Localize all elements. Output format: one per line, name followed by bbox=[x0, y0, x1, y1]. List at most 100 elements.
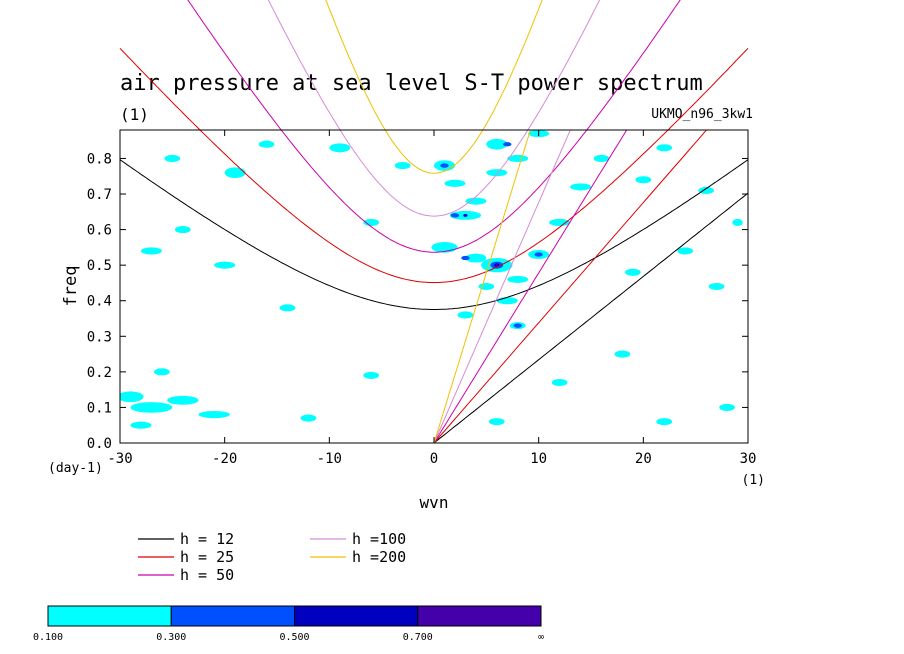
contour-patch-9 bbox=[329, 143, 351, 153]
y-tick-label: 0.3 bbox=[87, 329, 112, 345]
x-tick-label: 30 bbox=[740, 451, 757, 467]
contour-patch-22 bbox=[507, 154, 529, 163]
x-tick-label: 0 bbox=[430, 451, 438, 467]
colorbar-label: 0.300 bbox=[156, 632, 186, 643]
contour-patch-8 bbox=[258, 140, 275, 148]
x-tick-label: 10 bbox=[530, 451, 547, 467]
y-tick-label: 0.4 bbox=[87, 294, 112, 310]
contour-patch-37 bbox=[656, 144, 673, 152]
x-tick-label: -30 bbox=[107, 451, 132, 467]
curve-kelvin-2 bbox=[433, 130, 628, 443]
contour-patch-47 bbox=[488, 418, 505, 426]
contour-patch-29 bbox=[478, 282, 495, 291]
curve-ig-1 bbox=[119, 47, 749, 284]
contour-patch-49 bbox=[363, 371, 380, 379]
contour-patch-34 bbox=[570, 183, 591, 191]
contour-patch-54 bbox=[513, 323, 522, 328]
y-axis-label: freq bbox=[61, 266, 81, 307]
contour-patch-35 bbox=[593, 154, 610, 163]
colorbar-label: 0.100 bbox=[33, 632, 63, 643]
plot-frame bbox=[119, 129, 749, 444]
contour-patch-40 bbox=[677, 247, 694, 255]
contour-patch-27 bbox=[507, 275, 529, 283]
curve-kelvin-3 bbox=[433, 130, 571, 443]
y-tick-label: 0.7 bbox=[87, 187, 112, 203]
contour-patch-23 bbox=[486, 169, 508, 177]
contour-patch-43 bbox=[551, 378, 568, 387]
curve-ig-0 bbox=[119, 159, 749, 310]
contour-patch-20 bbox=[486, 138, 508, 150]
colorbar-segment bbox=[417, 605, 542, 627]
contour-patch-56 bbox=[503, 142, 512, 147]
curve-ig-4 bbox=[325, 0, 543, 174]
y-tick-label: 0.5 bbox=[87, 258, 112, 274]
contour-patch-45 bbox=[719, 403, 735, 411]
y-tick-label: 0.8 bbox=[87, 151, 112, 167]
contour-patch-44 bbox=[614, 350, 631, 358]
contour-patch-15 bbox=[394, 162, 411, 170]
contour-patch-39 bbox=[625, 268, 641, 276]
contour-patch-5 bbox=[154, 368, 170, 376]
chart-title: air pressure at sea level S-T power spec… bbox=[120, 71, 703, 96]
contour-patch-25 bbox=[465, 253, 487, 263]
contour-patch-17 bbox=[444, 179, 466, 187]
contour-patch-0 bbox=[120, 391, 144, 403]
colorbar-segment bbox=[170, 605, 295, 627]
contour-patch-36 bbox=[635, 176, 652, 184]
dispersion-curves-above-plot bbox=[119, 0, 749, 310]
contour-patch-13 bbox=[279, 304, 296, 312]
colorbar-label: 0.500 bbox=[279, 632, 309, 643]
contour-patch-59 bbox=[495, 264, 499, 267]
contour-patch-6 bbox=[164, 154, 181, 163]
contour-patch-10 bbox=[140, 247, 162, 255]
y-unit-label: (day-1) bbox=[48, 461, 103, 476]
contour-patch-1 bbox=[130, 402, 173, 413]
curve-kelvin-4 bbox=[433, 130, 531, 443]
x-unit-label: (1) bbox=[742, 473, 765, 488]
contour-patch-32 bbox=[457, 311, 474, 319]
contour-patch-51 bbox=[450, 213, 460, 218]
legend-label: h = 25 bbox=[180, 548, 234, 566]
y-tick-label: 0.2 bbox=[87, 365, 112, 381]
curve-kelvin-1 bbox=[433, 130, 708, 443]
contour-patch-2 bbox=[167, 395, 199, 405]
contour-patch-42 bbox=[732, 218, 743, 227]
contour-patch-46 bbox=[656, 418, 673, 426]
x-axis-ticks: -30 -20 -10 0 10 20 30 bbox=[107, 130, 756, 467]
contour-patch-3 bbox=[198, 410, 230, 419]
contour-patch-50 bbox=[440, 163, 449, 168]
contour-patch-55 bbox=[534, 252, 543, 257]
colorbar-label: 0.700 bbox=[403, 632, 433, 643]
y-tick-label: 0.1 bbox=[87, 400, 112, 416]
contour-patch-12 bbox=[174, 226, 191, 234]
legend-label: h = 12 bbox=[180, 530, 234, 548]
curve-ig-2 bbox=[187, 0, 681, 253]
colorbar-label: ∞ bbox=[538, 632, 544, 643]
contour-patch-11 bbox=[214, 261, 236, 269]
x-axis-label: wvn bbox=[420, 493, 449, 512]
curve-ig-3 bbox=[267, 0, 601, 217]
contour-patch-52 bbox=[461, 255, 470, 261]
dispersion-curves bbox=[433, 130, 748, 443]
x-tick-label: -10 bbox=[317, 451, 342, 467]
chart-subtitle-left: (1) bbox=[120, 105, 149, 124]
contour-patch-14 bbox=[363, 218, 380, 227]
y-tick-label: 0.6 bbox=[87, 223, 112, 239]
legend-label: h =100 bbox=[352, 530, 406, 548]
contour-patch-38 bbox=[698, 186, 714, 195]
colorbar-segment bbox=[47, 605, 172, 627]
contour-patches bbox=[120, 130, 743, 429]
chart-subtitle-right: UKMO_n96_3kw1 bbox=[651, 107, 753, 122]
contour-patch-4 bbox=[130, 421, 152, 429]
y-axis-ticks: 0.0 0.1 0.2 0.3 0.4 0.5 0.6 0.7 0.8 bbox=[87, 151, 748, 452]
contour-patch-58 bbox=[463, 213, 468, 217]
colorbar: 0.100 0.300 0.500 0.700 ∞ bbox=[33, 605, 544, 643]
x-tick-label: -20 bbox=[212, 451, 237, 467]
contour-patch-33 bbox=[549, 218, 571, 227]
curve-kelvin-0 bbox=[433, 192, 748, 443]
x-tick-label: 20 bbox=[635, 451, 652, 467]
legend-label: h = 50 bbox=[180, 566, 234, 584]
contour-patch-30 bbox=[496, 297, 518, 305]
